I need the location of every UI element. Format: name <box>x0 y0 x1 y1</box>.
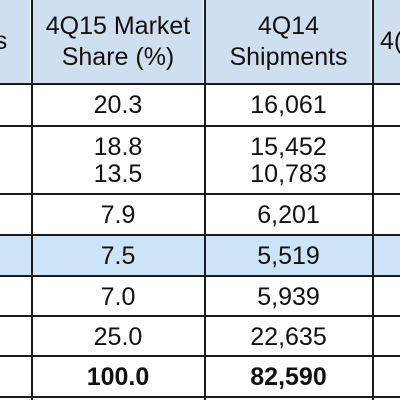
header-cell-market-share: 4Q15 Market Share (%) <box>33 0 203 83</box>
header-shipments-line-2: Shipments <box>229 42 348 71</box>
shipments-cell: 16,061 <box>250 90 327 119</box>
shipments-cell: 6,201 <box>257 200 320 229</box>
market-share-cell: 13.5 <box>93 159 143 188</box>
table-header: s 4Q15 Market Share (%) 4Q14 Shipments 4… <box>0 0 400 83</box>
header-cell-next: 4( <box>374 0 400 83</box>
shipments-cell: 22,635 <box>250 322 327 351</box>
market-share-cell: 7.9 <box>100 200 136 229</box>
table-row: 18.8 15,452 <box>0 127 400 167</box>
market-share-cell: 20.3 <box>93 90 143 119</box>
market-share-cell: 7.5 <box>100 241 136 270</box>
header-cell-vendor: s <box>0 0 30 83</box>
header-next-line-1: 4( <box>380 27 400 55</box>
market-share-cell: 7.0 <box>100 282 136 311</box>
grid-line-horizontal <box>0 83 400 85</box>
header-market-share-line-1: 4Q15 Market <box>45 11 191 40</box>
table-row: 25.0 22,635 <box>0 317 400 357</box>
header-shipments-line-1: 4Q14 <box>257 11 320 40</box>
grid-line-horizontal <box>0 234 400 236</box>
grid-line-vertical <box>31 0 33 400</box>
grid-line-horizontal <box>0 193 400 195</box>
shipments-cell: 5,939 <box>257 282 320 311</box>
grid-line-horizontal <box>0 315 400 317</box>
header-vendor-line-1: s <box>0 27 8 55</box>
table-row: 20.3 16,061 <box>0 85 400 125</box>
table-row: 13.5 10,783 <box>0 154 400 194</box>
header-cell-shipments: 4Q14 Shipments <box>206 0 371 83</box>
market-share-total-cell: 100.0 <box>86 362 150 391</box>
grid-line-vertical <box>204 0 206 400</box>
market-share-cell: 18.8 <box>93 132 143 161</box>
grid-line-horizontal <box>0 275 400 277</box>
shipments-cell: 10,783 <box>250 159 327 188</box>
header-market-share-line-2: Share (%) <box>61 42 175 71</box>
shipments-cell: 15,452 <box>250 132 327 161</box>
grid-line-vertical <box>372 0 374 400</box>
table-row: 7.9 6,201 <box>0 195 400 235</box>
shipments-total-cell: 82,590 <box>250 362 327 391</box>
table-row: 7.0 5,939 <box>0 277 400 317</box>
grid-line-horizontal <box>0 355 400 357</box>
shipments-cell: 5,519 <box>257 241 320 270</box>
market-share-cell: 25.0 <box>93 322 143 351</box>
grid-line-horizontal <box>0 125 400 127</box>
table-row-highlighted: 7.5 5,519 <box>0 236 400 276</box>
table-row-total: 100.0 82,590 <box>0 357 400 397</box>
grid-line-horizontal <box>0 396 400 398</box>
